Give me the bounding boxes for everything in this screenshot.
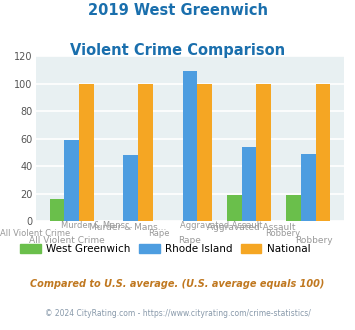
Bar xyxy=(256,83,271,221)
Bar xyxy=(286,195,301,221)
Text: Compared to U.S. average. (U.S. average equals 100): Compared to U.S. average. (U.S. average … xyxy=(30,279,325,289)
Bar xyxy=(50,199,64,221)
Bar xyxy=(197,83,212,221)
Text: 2019 West Greenwich: 2019 West Greenwich xyxy=(87,3,268,18)
Bar xyxy=(64,140,79,221)
Bar xyxy=(182,71,197,221)
Bar xyxy=(316,83,330,221)
Legend: West Greenwich, Rhode Island, National: West Greenwich, Rhode Island, National xyxy=(16,240,315,258)
Bar xyxy=(227,195,242,221)
Text: All Violent Crime: All Violent Crime xyxy=(28,236,104,245)
Text: Murder & Mans...: Murder & Mans... xyxy=(89,223,167,232)
Text: Violent Crime Comparison: Violent Crime Comparison xyxy=(70,43,285,58)
Bar xyxy=(301,154,316,221)
Text: Aggravated Assault: Aggravated Assault xyxy=(180,221,262,230)
Bar xyxy=(124,155,138,221)
Text: Robbery: Robbery xyxy=(295,236,332,245)
Text: Aggravated Assault: Aggravated Assault xyxy=(207,223,296,232)
Bar xyxy=(138,83,153,221)
Text: Robbery: Robbery xyxy=(265,229,300,238)
Bar xyxy=(79,83,94,221)
Text: Murder & Mans...: Murder & Mans... xyxy=(61,221,133,230)
Text: All Violent Crime: All Violent Crime xyxy=(0,229,71,238)
Bar xyxy=(242,147,256,221)
Text: Rape: Rape xyxy=(179,236,201,245)
Text: © 2024 CityRating.com - https://www.cityrating.com/crime-statistics/: © 2024 CityRating.com - https://www.city… xyxy=(45,309,310,317)
Text: Rape: Rape xyxy=(148,229,170,238)
